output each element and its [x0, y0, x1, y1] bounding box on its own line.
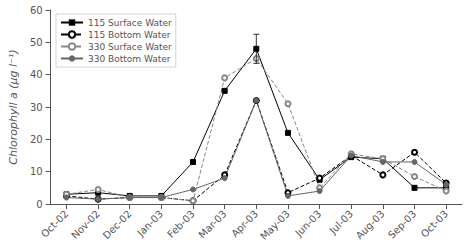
- svg-text:Jul-03: Jul-03: [327, 208, 356, 237]
- svg-text:Feb-03: Feb-03: [165, 208, 197, 240]
- svg-text:30: 30: [30, 102, 43, 113]
- svg-text:20: 20: [30, 134, 43, 145]
- svg-text:Nov-02: Nov-02: [69, 208, 102, 241]
- svg-text:50: 50: [30, 37, 43, 48]
- svg-text:Sep-03: Sep-03: [386, 208, 419, 241]
- svg-text:0: 0: [36, 199, 42, 210]
- svg-text:Aug-03: Aug-03: [354, 208, 387, 241]
- svg-text:115 Bottom Water: 115 Bottom Water: [88, 30, 171, 40]
- svg-text:Oct-02: Oct-02: [39, 208, 71, 240]
- svg-text:115 Surface Water: 115 Surface Water: [88, 18, 172, 28]
- svg-text:Jan-03: Jan-03: [134, 208, 165, 239]
- svg-text:Chlorophyll a (µg l⁻¹): Chlorophyll a (µg l⁻¹): [7, 49, 20, 164]
- svg-text:Oct-03: Oct-03: [419, 208, 451, 240]
- svg-text:60: 60: [30, 5, 43, 16]
- svg-text:330 Bottom Water: 330 Bottom Water: [88, 54, 171, 64]
- svg-text:330 Surface Water: 330 Surface Water: [88, 42, 172, 52]
- svg-text:Mar-03: Mar-03: [196, 208, 228, 240]
- svg-text:Jun-03: Jun-03: [292, 208, 323, 239]
- svg-text:Dec-02: Dec-02: [101, 208, 134, 241]
- svg-text:May-03: May-03: [258, 208, 292, 242]
- svg-text:Apr-03: Apr-03: [229, 208, 260, 239]
- svg-text:10: 10: [30, 166, 43, 177]
- svg-text:40: 40: [30, 69, 43, 80]
